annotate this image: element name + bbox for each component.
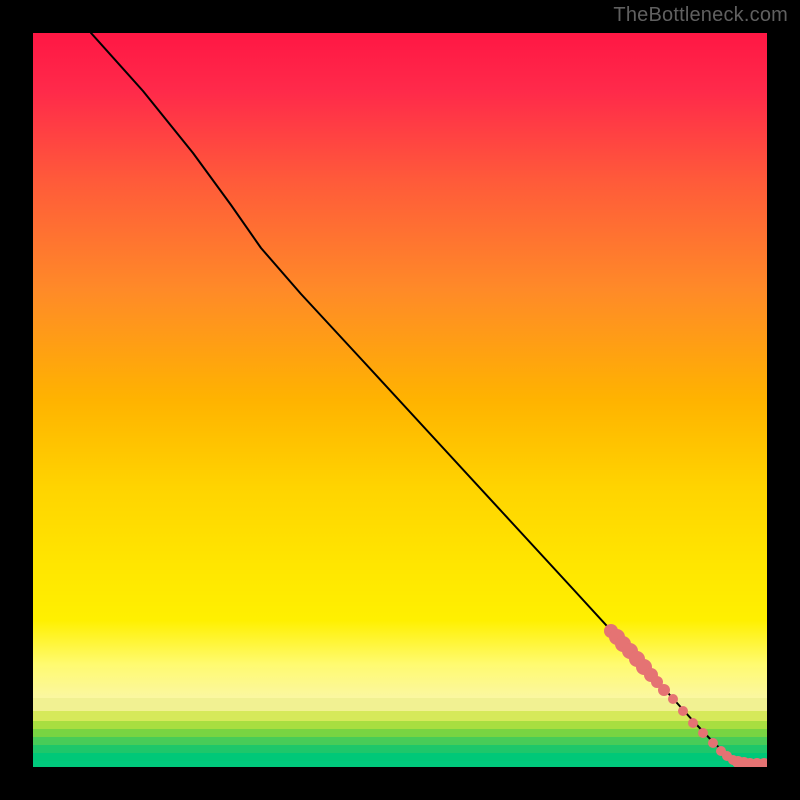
scatter-point bbox=[678, 706, 688, 716]
color-band bbox=[33, 745, 767, 753]
color-band bbox=[33, 711, 767, 721]
watermark-text: TheBottleneck.com bbox=[613, 4, 788, 27]
chart-frame: TheBottleneck.com bbox=[0, 0, 800, 800]
color-band bbox=[33, 753, 767, 761]
scatter-point bbox=[688, 718, 698, 728]
color-band bbox=[33, 737, 767, 745]
color-band bbox=[33, 729, 767, 737]
bottleneck-curve-plot bbox=[33, 33, 767, 767]
color-band bbox=[33, 761, 767, 767]
color-band bbox=[33, 698, 767, 711]
scatter-point bbox=[698, 728, 708, 738]
scatter-point bbox=[658, 684, 670, 696]
bottom-color-bands bbox=[33, 698, 767, 767]
scatter-point bbox=[708, 738, 718, 748]
color-band bbox=[33, 721, 767, 729]
scatter-point bbox=[668, 694, 678, 704]
